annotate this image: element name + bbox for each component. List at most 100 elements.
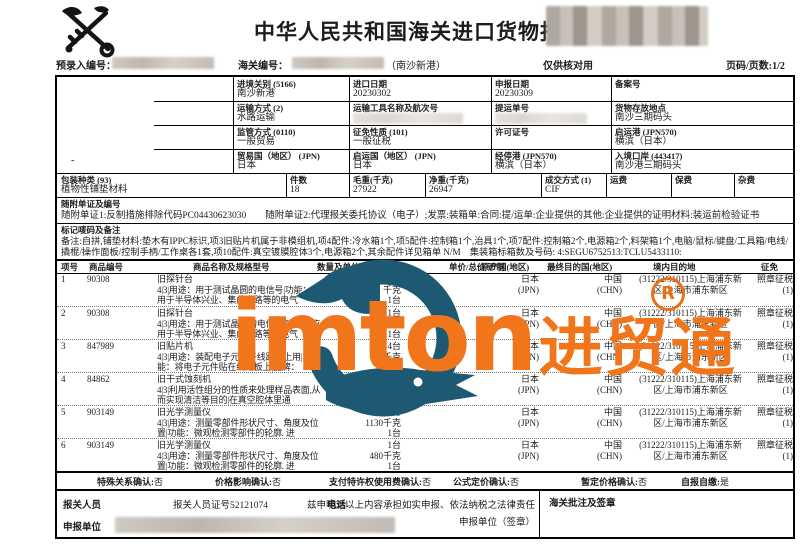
item-levy: 照章征税 (1): [757, 407, 794, 428]
col-dest-country: 最终目的国(地区): [547, 262, 613, 272]
field-declare-date: 申报日期 20230309: [495, 79, 533, 99]
item-no: 2: [61, 308, 66, 318]
field-trade-country: 贸易国（地区） (JPN) 日本: [237, 151, 320, 171]
item-commodity-code: 90308: [87, 308, 110, 318]
watermark-wordmark: imton 进贸通: [230, 288, 737, 386]
item-no: 3: [61, 341, 66, 351]
pre-entry-no-label: 预录入编号：: [56, 61, 116, 72]
field-levy-nature: 征免性质 (101) 一般征税: [353, 127, 408, 147]
customs-emblem-icon: [62, 6, 115, 58]
confirm-special-relation: 特殊关系确认:否: [97, 477, 164, 487]
confirm-royalty-payment: 支付特许权使用费确认:否: [329, 477, 432, 487]
phone-label: 电话: [327, 501, 347, 511]
item-name-spec: 旧干式蚀刻机 4|3|利用活性组分的性质来处理样品表面,从而实现清洁等目的|在真空…: [157, 374, 321, 405]
field-insurance: 保费: [675, 175, 693, 185]
item-commodity-code: 903149: [87, 407, 114, 417]
item-origin-country: 日本 (JPN): [517, 308, 539, 329]
attached-docs-content: 随附单证1:反制措施排除代码PC04430623030 随附单证2:代理报关委托…: [61, 211, 760, 221]
bl-no-redacted: [495, 113, 587, 124]
field-departure-country: 启运国（地区） (JPN) 日本: [353, 151, 436, 171]
pre-entry-no-redacted: [112, 57, 214, 69]
item-name-spec: 旧光学测量仪 4|3|用途：测量零部件形状尺寸、角度及位置|功能：微观检测零部件的…: [157, 407, 319, 438]
col-domestic-dest: 境内目的地: [653, 262, 696, 272]
item-origin-country: 日本 (JPN): [517, 274, 539, 295]
item-name-spec: 旧探针台 4|3|用途：用于测试晶圆的电信号|功能：应用于半导体兴业、集成电路等的…: [157, 274, 321, 305]
field-deal-terms: 成交方式 (1) CIF: [545, 175, 592, 195]
page-title: 中华人民共和国海关进口货物报关单: [254, 21, 606, 44]
table-row: 5 903149 旧光学测量仪 4|3|用途：测量零部件形状尺寸、角度及位置|功能：微…: [57, 405, 793, 439]
declare-unit-redacted: [115, 517, 395, 533]
port-note: （南沙新港）: [386, 61, 446, 72]
item-domestic-dest: (31222/310115)上海浦东新 区/上海市浦东新区: [639, 407, 742, 428]
item-origin-country: 日本 (JPN): [517, 341, 539, 362]
table-row: 1 90308 旧探针台 4|3|用途：用于测试晶圆的电信号|功能：应用于半导体兴业、…: [57, 273, 793, 306]
item-domestic-dest: (31222/310115)上海浦东新 区/上海市浦东新区: [639, 374, 742, 395]
customs-note-label: 海关批注及签章: [549, 499, 616, 509]
confirm-self-declare-pay: 自报自缴:是: [681, 477, 730, 487]
col-levy: 征免: [761, 262, 779, 272]
item-commodity-code: 84862: [87, 374, 110, 384]
confirm-provisional-price: 暂定价格确认:否: [581, 477, 648, 487]
registered-trademark-icon: R: [651, 277, 685, 311]
item-origin-country: 日本 (JPN): [517, 440, 539, 461]
item-origin-country: 日本 (JPN): [517, 374, 539, 395]
item-no: 6: [61, 440, 66, 450]
declare-unit-label: 申报单位: [63, 523, 102, 533]
item-origin-country: 日本 (JPN): [517, 407, 539, 428]
item-domestic-dest: (31222/310115)上海浦东新 区/上海市浦东新区: [639, 440, 742, 461]
item-dest-country: 中国 (CHN): [597, 440, 622, 461]
field-license-no: 许可证号: [495, 127, 530, 137]
field-import-date: 进口日期 20230302: [353, 79, 391, 99]
table-row: 2 90308 旧探针台 4|3|用途：用于测试晶圆的电信号|功能：应用于半导体兴业、…: [57, 306, 793, 340]
item-domestic-dest: (31222/310115)上海浦东新 区/上海市浦东新区: [639, 308, 742, 329]
item-qty-unit: 1台 千克 1台: [382, 308, 401, 339]
page-number: 页码/页数:1/2: [726, 61, 785, 72]
item-name-spec: 旧贴片机 4|3|用途：装配电子元件于线路板上用|功能：将电子元件贴在线路板上|品…: [157, 341, 312, 372]
item-dest-country: 中国 (CHN): [597, 308, 622, 329]
item-no: 5: [61, 407, 66, 417]
watermark-cn: 进贸通: [538, 312, 737, 386]
brand-bird-icon: [296, 259, 478, 417]
field-gross-weight: 毛重(千克) 27922: [353, 175, 393, 195]
field-net-weight: 净重(千克) 26947: [429, 175, 469, 195]
watermark-latin: imton: [230, 280, 538, 394]
check-only-note: 仅供核对用: [543, 61, 593, 72]
item-dest-country: 中国 (CHN): [597, 374, 622, 395]
item-commodity-code: 90308: [87, 274, 110, 284]
field-record-no: 备案号: [615, 79, 641, 89]
declaration-statement: 兹申明对以上内容承担如实申报、依法纳税之法律责任: [306, 501, 535, 511]
item-levy: 照章征税 (1): [757, 341, 794, 362]
redacted-stamp-area: [546, 6, 708, 46]
table-row: 3 847989 旧贴片机 4|3|用途：装配电子元件于线路板上用|功能：将电子元件贴…: [57, 339, 793, 373]
item-name-spec: 旧光学测量仪 4|3|用途：测量零部件形状尺寸、角度及位置|功能：微观检测零部件的…: [157, 440, 319, 471]
customs-no-label: 海关编号：: [238, 61, 288, 72]
field-supervision-mode: 监管方式 (0110) 一般贸易: [237, 127, 296, 147]
item-levy: 照章征税 (1): [757, 274, 794, 295]
field-departure-port: 启运港 (JPN570) 横滨（日本）: [615, 127, 677, 147]
field-freight: 运费: [610, 175, 628, 185]
declarant-label: 报关人员: [63, 501, 102, 511]
field-bl-no: 提运单号: [495, 103, 530, 113]
item-name-spec: 旧探针台 4|3|用途：用于测试晶圆的电信号|功能：应用于半导体兴业、集成电路等的…: [157, 308, 321, 339]
col-price-currency: 单价/总价/币制: [449, 262, 505, 272]
customs-no-redacted: [292, 57, 384, 69]
field-storage-place: 货物存放地点 南沙三期码头: [615, 103, 673, 123]
consignee-dash: -: [71, 155, 75, 166]
item-domestic-dest: (31222/310115)上海浦东新 区/上海市浦东新区: [639, 274, 742, 295]
field-packing-type: 包装种类 (93) 植物性铺垫材料: [61, 175, 128, 195]
item-dest-country: 中国 (CHN): [597, 274, 622, 295]
confirm-price-influence: 价格影响确认:否: [215, 477, 282, 487]
item-levy: 照章征税 (1): [757, 308, 794, 329]
col-name-spec: 商品名称及规格型号: [193, 262, 270, 272]
item-no: 1: [61, 274, 66, 284]
field-entry-customs: 进境关别 (5166) 南沙新港: [237, 79, 296, 99]
attached-docs: 随附单证及编号 随附单证1:反制措施排除代码PC04430623030 随附单证…: [61, 199, 760, 221]
col-commodity-code: 商品编号: [89, 262, 124, 272]
declaration-form: - 进境关别 (5166) 南沙新港 进口日期 20230302 申报日期 20230…: [55, 75, 795, 539]
item-qty-unit: 1台 480千克 1台: [369, 440, 401, 471]
field-transport-name: 运输工具名称及航次号: [353, 103, 439, 113]
col-item-no: 项号: [61, 262, 79, 272]
item-dest-country: 中国 (CHN): [597, 341, 622, 362]
field-pieces: 件数 18: [290, 175, 308, 195]
